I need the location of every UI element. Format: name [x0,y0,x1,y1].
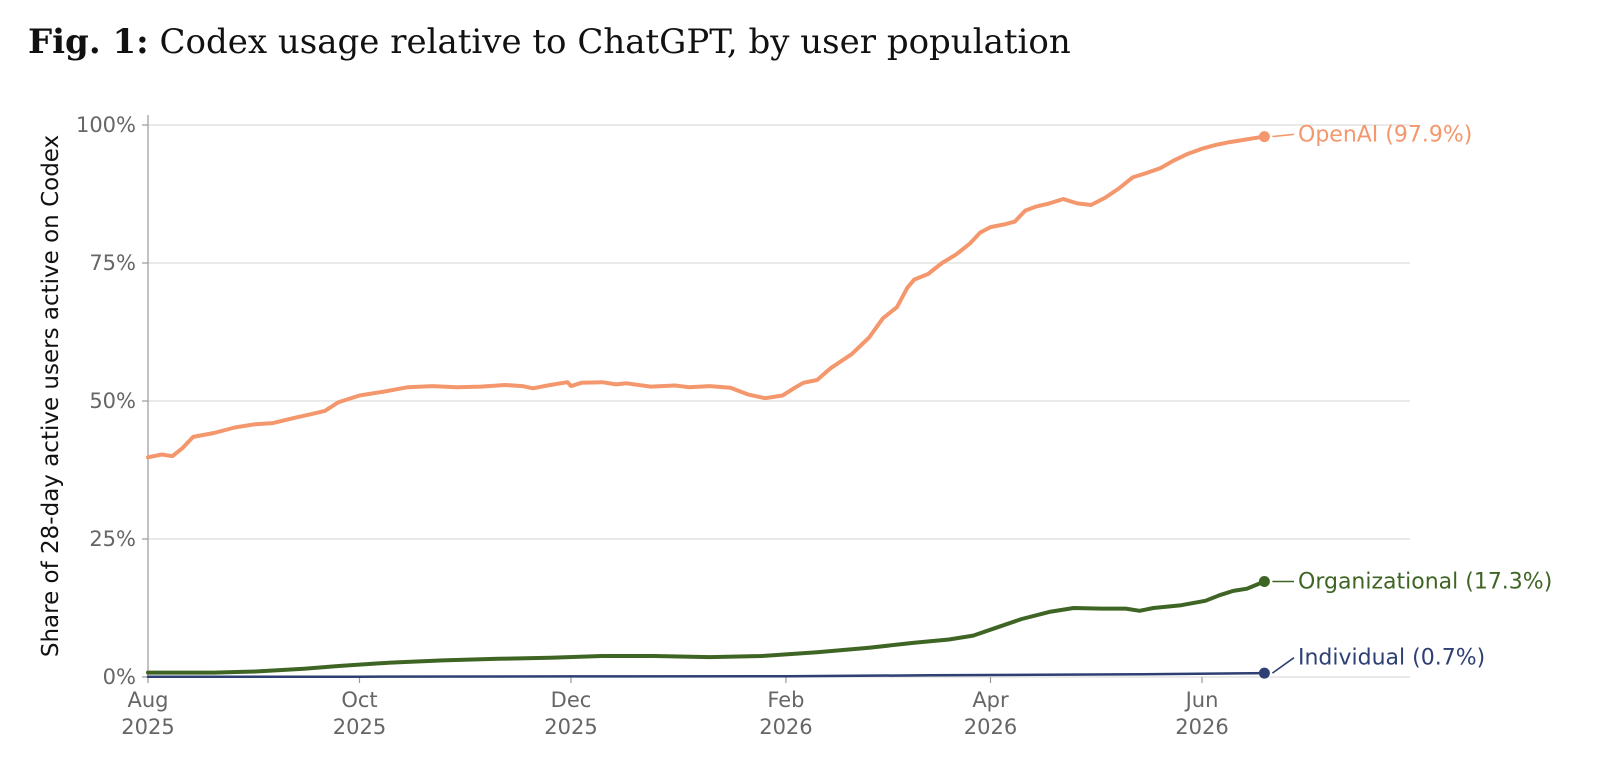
x-tick-month: Apr [972,688,1009,712]
y-axis-label: Share of 28-day active users active on C… [38,135,64,657]
x-axis-ticks: Aug 2025 Oct 2025 Dec 2025 Feb 2026 Apr 2026 Jun 20… [121,677,1229,739]
series-group: OpenAI (97.9%) Organizational (17.3%) Indi… [146,122,1552,679]
x-tick-month: Oct [341,688,377,712]
x-tick-year: 2025 [121,715,174,739]
figure-title: Fig. 1: Codex usage relative to ChatGPT,… [28,22,1071,62]
y-tick-label: 0% [103,665,136,689]
y-tick-label: 50% [89,389,136,413]
y-tick-label: 25% [89,527,136,551]
y-tick-label: 100% [76,113,136,137]
figure-title-text: Codex usage relative to ChatGPT, by user… [159,22,1071,62]
figure-number: Fig. 1: [28,22,149,62]
x-tick-year: 2026 [759,715,812,739]
x-tick-month: Dec [551,688,592,712]
x-tick-year: 2026 [964,715,1017,739]
series-line-individual [146,671,1266,678]
series-label-individual: Individual (0.7%) [1298,646,1485,671]
y-tick-label: 75% [89,251,136,275]
end-point-individual [1258,667,1270,679]
end-point-openai [1258,131,1270,143]
x-tick-month: Aug [127,688,168,712]
x-tick-year: 2025 [333,715,386,739]
x-tick-month: Jun [1184,688,1219,712]
y-axis-ticks: 0% 25% 50% 75% 100% [76,113,148,689]
series-line-organizational [146,579,1267,675]
label-leader-openai [1272,133,1295,138]
x-tick-year: 2025 [544,715,597,739]
series-line-openai [146,134,1267,460]
series-label-openai: OpenAI (97.9%) [1298,122,1472,147]
x-tick-year: 2026 [1175,715,1228,739]
end-point-organizational [1258,576,1270,588]
x-tick-month: Feb [767,688,804,712]
label-leader-individual [1271,657,1295,674]
series-label-organizational: Organizational (17.3%) [1298,570,1552,595]
